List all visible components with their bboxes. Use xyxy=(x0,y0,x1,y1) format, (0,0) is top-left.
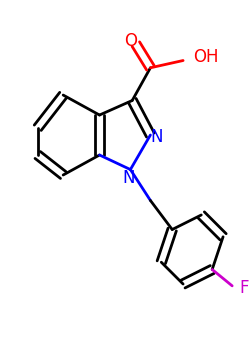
Text: F: F xyxy=(240,279,249,297)
Text: O: O xyxy=(124,32,137,50)
Text: N: N xyxy=(122,169,135,187)
Text: N: N xyxy=(151,128,163,146)
Text: OH: OH xyxy=(193,48,219,66)
